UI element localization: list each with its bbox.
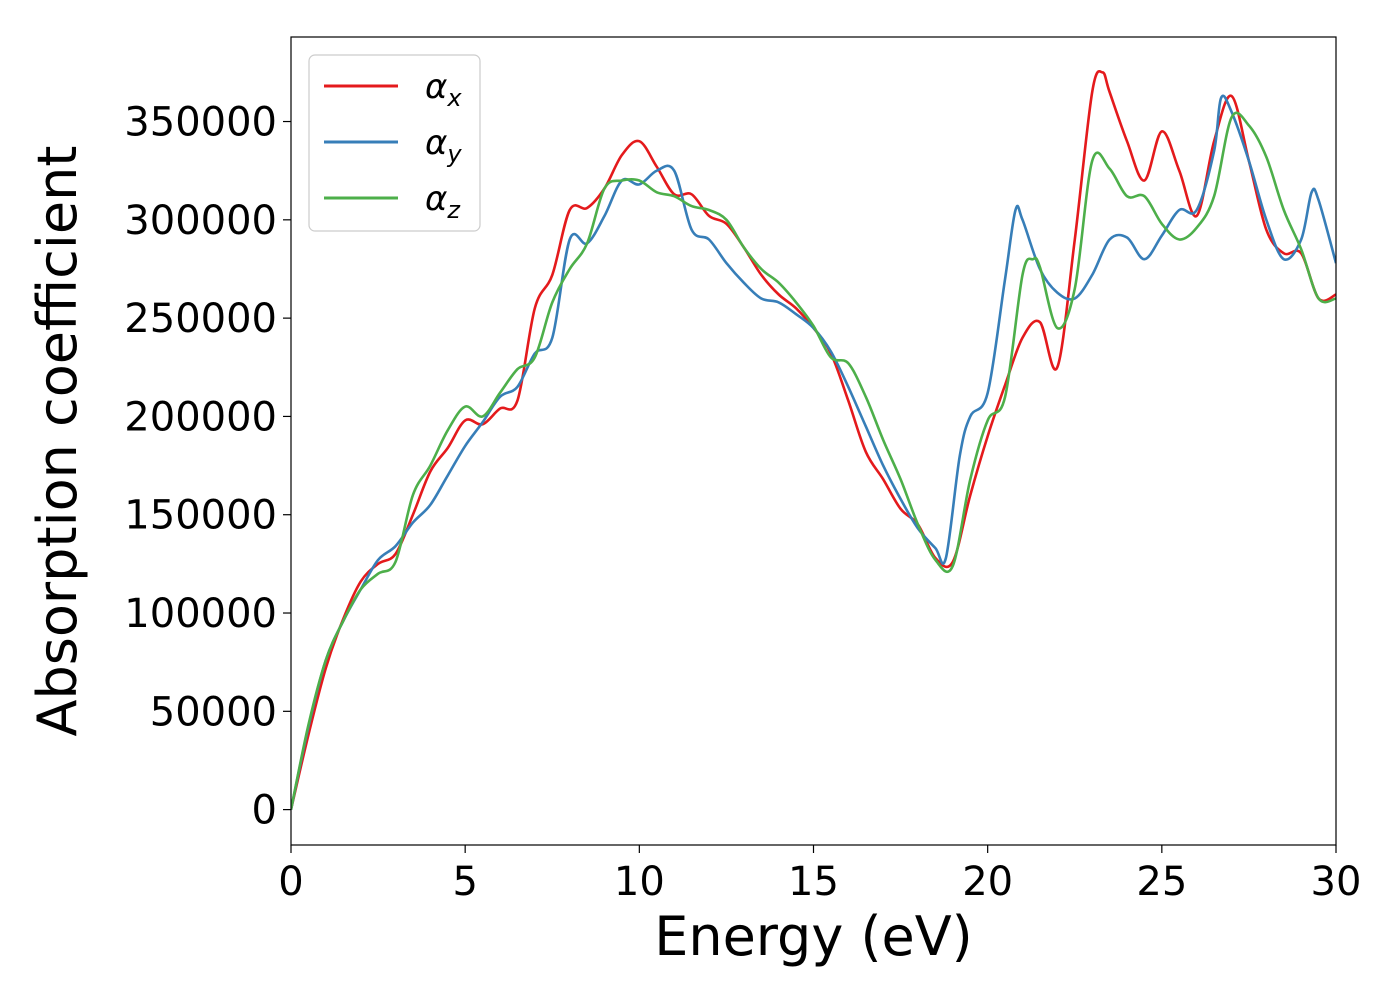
legend-item-z: αz xyxy=(324,179,461,224)
y-axis-title: Absorption coefficient xyxy=(26,146,89,737)
legend-label: αz xyxy=(425,179,461,224)
y-tick-label: 0 xyxy=(252,788,277,834)
x-tick-label: 0 xyxy=(278,859,303,905)
y-tick-label: 200000 xyxy=(124,394,277,440)
x-axis-ticks: 0 5 10 15 20 25 30 xyxy=(278,845,1361,905)
y-tick-label: 150000 xyxy=(124,493,277,539)
x-tick-label: 5 xyxy=(452,859,477,905)
legend: αx αy αz xyxy=(308,54,481,232)
x-tick-label: 15 xyxy=(788,859,839,905)
series-layer xyxy=(291,70,1336,810)
series-line-z xyxy=(291,111,1336,810)
legend-item-x: αx xyxy=(324,67,462,112)
x-tick-label: 30 xyxy=(1311,859,1362,905)
x-axis-title: Energy (eV) xyxy=(654,905,973,968)
y-axis-ticks: 0 50000 100000 150000 200000 250000 300000 3500… xyxy=(124,100,291,834)
series-line-y xyxy=(291,94,1336,810)
x-tick-label: 25 xyxy=(1136,859,1187,905)
x-tick-label: 10 xyxy=(614,859,665,905)
legend-label: αy xyxy=(425,123,462,168)
y-tick-label: 50000 xyxy=(150,689,277,735)
y-tick-label: 100000 xyxy=(124,591,277,637)
x-tick-label: 20 xyxy=(962,859,1013,905)
y-tick-label: 250000 xyxy=(124,296,277,342)
legend-item-y: αy xyxy=(324,123,462,168)
legend-label: αx xyxy=(425,67,462,112)
y-tick-label: 300000 xyxy=(124,198,277,244)
y-tick-label: 350000 xyxy=(124,100,277,146)
